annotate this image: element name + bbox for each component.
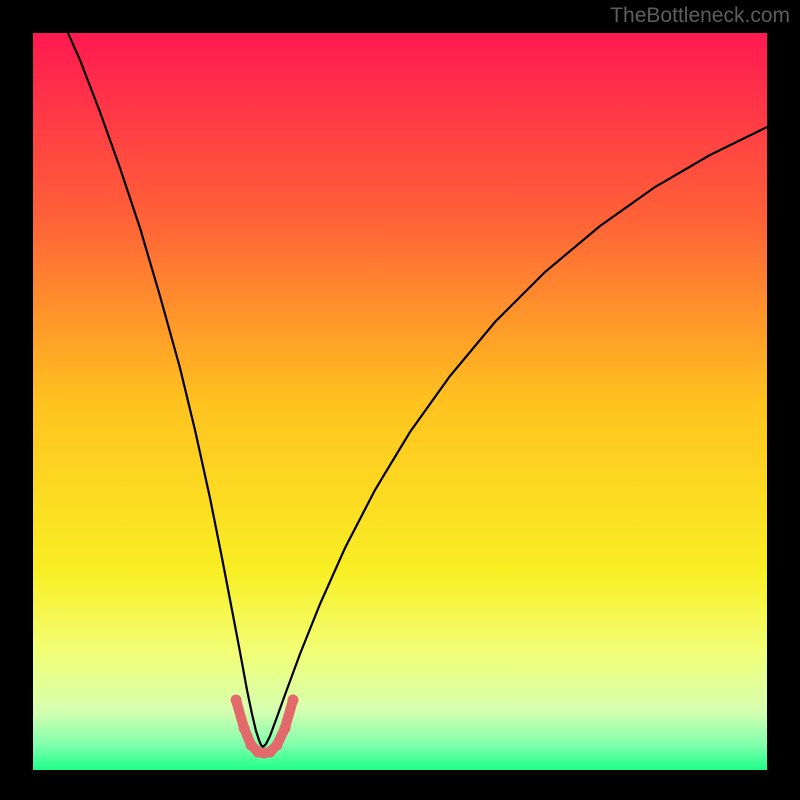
main-curve [68, 33, 767, 747]
marker-dot [272, 740, 283, 751]
marker-dot [239, 723, 250, 734]
marker-curve-group [231, 695, 299, 759]
marker-dot [280, 723, 291, 734]
marker-dot [288, 695, 299, 706]
plot-area [33, 33, 767, 770]
curves-svg [33, 33, 767, 770]
watermark-text: TheBottleneck.com [610, 4, 790, 28]
marker-dot [231, 695, 242, 706]
